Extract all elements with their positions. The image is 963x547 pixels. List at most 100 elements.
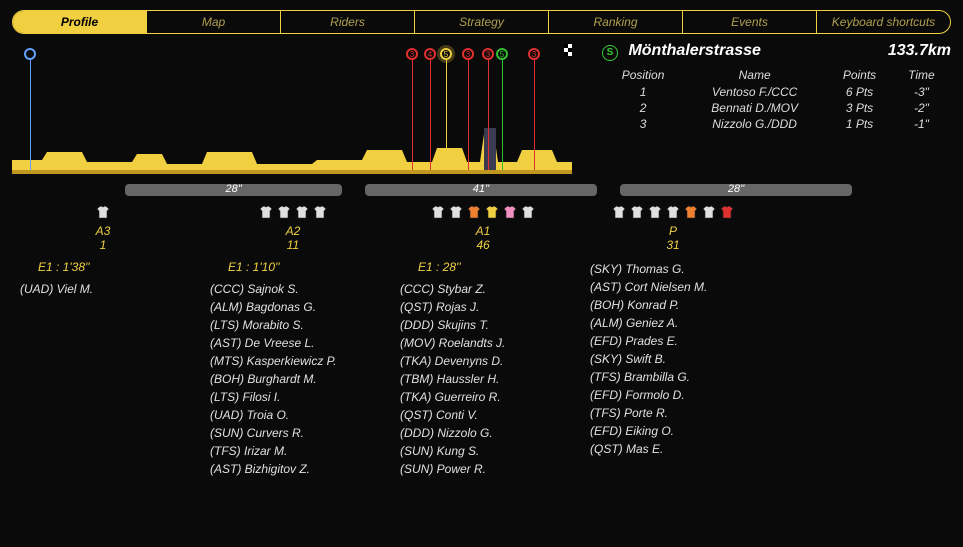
- profile-marker: 5: [502, 48, 503, 170]
- rider-list: (SKY) Thomas G.(AST) Cort Nielsen M.(BOH…: [582, 260, 764, 458]
- rider-item: (ALM) Geniez A.: [590, 314, 764, 332]
- rider-columns: A31 E1 : 1'38'' (UAD) Viel M. A211 E1 : 1'10…: [12, 204, 951, 478]
- rider-item: (EFD) Eiking O.: [590, 422, 764, 440]
- rider-item: (TKA) Devenyns D.: [400, 352, 574, 370]
- rider-list: (CCC) Stybar Z.(QST) Rojas J.(DDD) Skuji…: [392, 280, 574, 478]
- group-column: A211 E1 : 1'10'' (CCC) Sajnok S.(ALM) Bagd…: [202, 204, 392, 478]
- tab-riders[interactable]: Riders: [281, 11, 415, 33]
- rider-item: (UAD) Troia O.: [210, 406, 384, 424]
- tab-keyboard-shortcuts[interactable]: Keyboard shortcuts: [817, 11, 950, 33]
- jersey-icon: [684, 205, 698, 222]
- gap-bars: 28'' 41'' 28'': [110, 182, 883, 198]
- profile-marker: 3: [412, 48, 413, 170]
- jersey-icon: [630, 205, 644, 222]
- sprint-result-row: 2Bennati D./MOV3 Pts-2": [604, 101, 949, 115]
- group-count: 31: [582, 238, 764, 252]
- rider-item: (CCC) Sajnok S.: [210, 280, 384, 298]
- group-column: P31(SKY) Thomas G.(AST) Cort Nielsen M.(…: [582, 204, 772, 478]
- sprint-icon: S: [602, 45, 618, 61]
- rider-item: (QST) Conti V.: [400, 406, 574, 424]
- sprint-name-text: Mönthalerstrasse: [628, 42, 761, 59]
- group-gap: E1 : 1'38'': [12, 260, 194, 274]
- jersey-icon: [521, 205, 535, 222]
- jersey-icon: [467, 205, 481, 222]
- jersey-icon: [259, 205, 273, 222]
- gap-bar: 28'': [125, 184, 341, 196]
- rider-item: (TFS) Porte R.: [590, 404, 764, 422]
- jersey-icon: [96, 205, 110, 222]
- group-count: 1: [12, 238, 194, 252]
- tab-events[interactable]: Events: [683, 11, 817, 33]
- jersey-icon: [295, 205, 309, 222]
- gap-bar: 41'': [365, 184, 597, 196]
- rider-item: (MOV) Roelandts J.: [400, 334, 574, 352]
- rider-item: (SUN) Power R.: [400, 460, 574, 478]
- rider-item: (AST) Bizhigitov Z.: [210, 460, 384, 478]
- rider-item: (EFD) Formolo D.: [590, 386, 764, 404]
- group-label: A3: [12, 224, 194, 238]
- gap-bar: 28'': [620, 184, 852, 196]
- jersey-icon: [666, 205, 680, 222]
- rider-item: (DDD) Skujins T.: [400, 316, 574, 334]
- rider-item: (LTS) Filosi I.: [210, 388, 384, 406]
- jersey-icon: [503, 205, 517, 222]
- rider-item: (TFS) Irizar M.: [210, 442, 384, 460]
- sprint-results-table: Position Name Points Time 1Ventoso F./CC…: [602, 65, 951, 133]
- tab-profile[interactable]: Profile: [13, 11, 147, 33]
- rider-item: (SUN) Curvers R.: [210, 424, 384, 442]
- jersey-row: [582, 204, 764, 222]
- rider-item: (TKA) Guerreiro R.: [400, 388, 574, 406]
- group-label: P: [582, 224, 764, 238]
- rider-item: (UAD) Viel M.: [20, 280, 194, 298]
- jersey-icon: [648, 205, 662, 222]
- th-time: Time: [894, 67, 949, 83]
- rider-item: (DDD) Nizzolo G.: [400, 424, 574, 442]
- th-name: Name: [684, 67, 825, 83]
- tab-map[interactable]: Map: [147, 11, 281, 33]
- tab-ranking[interactable]: Ranking: [549, 11, 683, 33]
- rider-item: (CCC) Stybar Z.: [400, 280, 574, 298]
- rider-list: (UAD) Viel M.: [12, 280, 194, 298]
- group-count: 11: [202, 238, 384, 252]
- rider-item: (SKY) Thomas G.: [590, 260, 764, 278]
- jersey-icon: [720, 205, 734, 222]
- sprint-result-row: 3Nizzolo G./DDD1 Pts-1": [604, 117, 949, 131]
- profile-marker: 4: [430, 48, 431, 170]
- rider-item: (BOH) Konrad P.: [590, 296, 764, 314]
- group-column: A146 E1 : 28'' (CCC) Stybar Z.(QST) Rojas …: [392, 204, 582, 478]
- rider-item: (QST) Mas E.: [590, 440, 764, 458]
- profile-marker: 3: [534, 48, 535, 170]
- jersey-row: [202, 204, 384, 222]
- sprint-name: S Mönthalerstrasse: [602, 42, 761, 61]
- jersey-icon: [485, 205, 499, 222]
- rider-item: (BOH) Burghardt M.: [210, 370, 384, 388]
- rider-list: (CCC) Sajnok S.(ALM) Bagdonas G.(LTS) Mo…: [202, 280, 384, 478]
- profile-markers: 3453353: [12, 42, 572, 182]
- profile-marker: 3: [488, 48, 489, 170]
- group-gap: E1 : 28'': [392, 260, 574, 274]
- rider-item: (TFS) Brambilla G.: [590, 368, 764, 386]
- jersey-icon: [702, 205, 716, 222]
- jersey-icon: [277, 205, 291, 222]
- group-column: A31 E1 : 1'38'' (UAD) Viel M.: [12, 204, 202, 478]
- jersey-row: [12, 204, 194, 222]
- jersey-icon: [431, 205, 445, 222]
- rider-item: (SKY) Swift B.: [590, 350, 764, 368]
- rider-item: (AST) Cort Nielsen M.: [590, 278, 764, 296]
- profile-marker: [30, 48, 31, 170]
- jersey-icon: [313, 205, 327, 222]
- profile-marker: 3: [468, 48, 469, 170]
- group-gap: E1 : 1'10'': [202, 260, 384, 274]
- group-label: A1: [392, 224, 574, 238]
- rider-item: (ALM) Bagdonas G.: [210, 298, 384, 316]
- group-count: 46: [392, 238, 574, 252]
- rider-item: (TBM) Haussler H.: [400, 370, 574, 388]
- profile-area: 3453353 S Mönthalerstrasse 133.7km Posit…: [12, 42, 951, 182]
- rider-item: (MTS) Kasperkiewicz P.: [210, 352, 384, 370]
- th-points: Points: [827, 67, 892, 83]
- group-label: A2: [202, 224, 384, 238]
- tab-strategy[interactable]: Strategy: [415, 11, 549, 33]
- rider-item: (EFD) Prades E.: [590, 332, 764, 350]
- jersey-icon: [449, 205, 463, 222]
- rider-item: (AST) De Vreese L.: [210, 334, 384, 352]
